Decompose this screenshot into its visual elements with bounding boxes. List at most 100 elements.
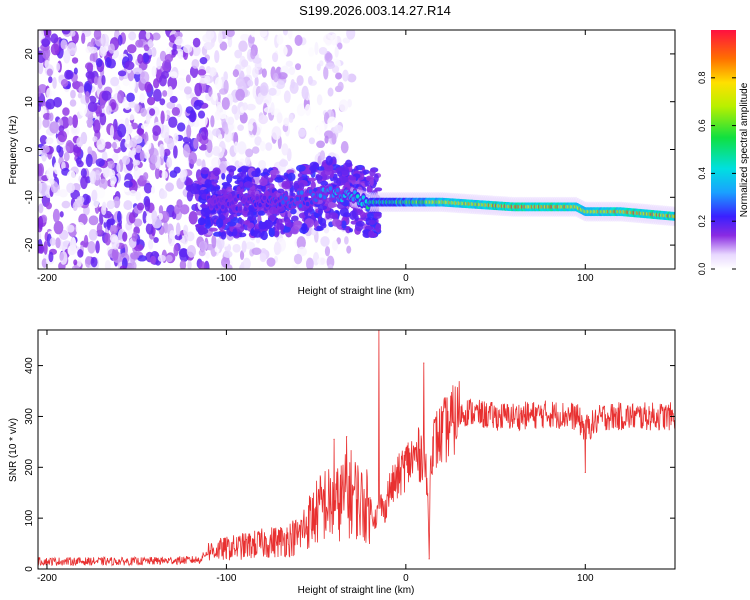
spectrogram-cell xyxy=(85,90,90,104)
spectrogram-cell xyxy=(295,196,300,202)
spectrogram-cell xyxy=(39,135,48,145)
y-tick-label: 0 xyxy=(24,566,35,572)
spectrogram-cell xyxy=(83,80,93,93)
spectrogram-cell xyxy=(83,234,89,248)
spectrogram-cell xyxy=(126,44,137,54)
spectrogram-cell xyxy=(104,233,112,246)
spectrogram-cell xyxy=(325,62,336,69)
x-tick-label: -100 xyxy=(216,273,236,284)
spectrogram-cell xyxy=(304,103,311,116)
spectrogram-cell xyxy=(276,112,283,124)
spectrogram-cell xyxy=(158,205,164,215)
spectrogram-cell xyxy=(107,160,115,169)
spectrogram-cell xyxy=(317,257,327,266)
spectrogram-cell xyxy=(335,167,346,172)
spectrogram-cell xyxy=(77,249,84,258)
spectrogram-cell xyxy=(49,237,56,246)
spectrogram-cell xyxy=(117,89,125,104)
spectrogram-cell xyxy=(282,30,288,36)
spectrogram-cell xyxy=(98,178,108,190)
spectrogram-cell xyxy=(323,33,334,45)
spectrogram-cell xyxy=(179,169,187,183)
spectrogram-cell xyxy=(49,178,55,185)
spectrogram-cell xyxy=(93,119,101,134)
spectrogram-cell xyxy=(159,189,168,200)
colorbar-tick-label: 0.6 xyxy=(697,119,707,132)
spectrogram-cell xyxy=(124,101,129,109)
spectrogram-cell xyxy=(110,101,116,110)
spectrogram-cell xyxy=(268,87,277,96)
spectrogram-cell xyxy=(160,146,165,159)
y-tick-label: 0 xyxy=(24,146,35,152)
spectrogram-cell xyxy=(296,75,304,86)
spectrogram-cell xyxy=(172,43,177,52)
spectrogram-cell xyxy=(317,121,325,135)
spectrogram-cell xyxy=(307,75,313,85)
spectrogram-cell xyxy=(96,222,103,235)
spectrogram-cell xyxy=(342,37,351,44)
spectrogram-cell xyxy=(179,248,189,262)
spectrogram-cell xyxy=(143,44,150,52)
spectrogram-cell xyxy=(210,115,215,128)
spectrogram-cell xyxy=(197,226,202,235)
colorbar-label: Normalized spectral amplitude xyxy=(739,82,750,217)
y-tick-label: -20 xyxy=(24,237,35,252)
spectrogram-cell xyxy=(109,234,119,243)
colorbar: 0.0 0.2 0.4 0.6 0.8 Normalized spectral ampl… xyxy=(697,30,750,275)
spectrogram-cell xyxy=(223,79,229,94)
spectrogram-cell xyxy=(317,205,328,211)
spectrogram-cell xyxy=(337,170,343,177)
spectrogram-cell xyxy=(244,156,251,166)
spectrogram-cell xyxy=(235,88,246,101)
spectrogram-cell xyxy=(135,39,144,48)
spectrogram-cell xyxy=(252,122,257,136)
spectrogram-cell xyxy=(283,117,290,127)
spectrogram-cell xyxy=(281,180,291,190)
spectrogram-cell xyxy=(228,195,232,200)
spectrogram-cell xyxy=(254,76,259,87)
spectrogram-cell xyxy=(124,61,135,71)
spectrogram-cell xyxy=(52,76,57,89)
spectrogram-cell xyxy=(41,145,50,154)
spectrogram-cell xyxy=(320,180,329,186)
spectrogram-cell xyxy=(323,226,330,234)
spectrogram-cell xyxy=(76,196,85,205)
spectrogram-cell xyxy=(80,168,87,179)
spectrogram-cell xyxy=(45,137,54,145)
spectrogram-cell xyxy=(208,86,213,97)
spectrogram-cell xyxy=(308,137,316,145)
spectrogram-cell xyxy=(41,38,50,48)
spectrogram-cell xyxy=(48,251,54,263)
spectrogram-cell xyxy=(104,259,111,269)
spectrogram-cell xyxy=(176,199,183,208)
spectrogram-cell xyxy=(333,124,343,134)
spectrogram-x-label: Height of straight line (km) xyxy=(298,286,415,297)
spectrogram-cell xyxy=(144,81,152,93)
spectrogram-cell xyxy=(272,52,279,63)
spectrogram-cell xyxy=(341,220,347,229)
spectrogram-cell xyxy=(199,56,208,65)
spectrogram-cell xyxy=(110,76,120,87)
spectrogram-cell xyxy=(245,241,256,250)
spectrogram-cell xyxy=(281,200,285,205)
spectrogram-cell xyxy=(70,89,76,99)
snr-spike-point xyxy=(584,471,586,473)
spectrogram-cell xyxy=(219,111,227,120)
spectrogram-cell xyxy=(78,86,85,94)
snr-y-ticks: 0 100 200 300 400 xyxy=(24,357,675,572)
spectrogram-cell xyxy=(123,200,133,211)
snr-spike-point xyxy=(423,362,425,364)
spectrogram-cell xyxy=(232,69,240,78)
spectrogram-cell xyxy=(268,227,275,238)
spectrogram-cell xyxy=(186,231,195,242)
spectrogram-cell xyxy=(254,136,262,146)
spectrogram-cell xyxy=(130,251,140,260)
spectrogram-cell xyxy=(250,49,256,60)
spectrogram-cell xyxy=(161,170,168,179)
spectrogram-cell xyxy=(167,86,173,98)
spectrogram-cell xyxy=(372,212,382,219)
spectrogram-cell xyxy=(316,63,321,72)
spectrogram-cell xyxy=(277,188,285,194)
